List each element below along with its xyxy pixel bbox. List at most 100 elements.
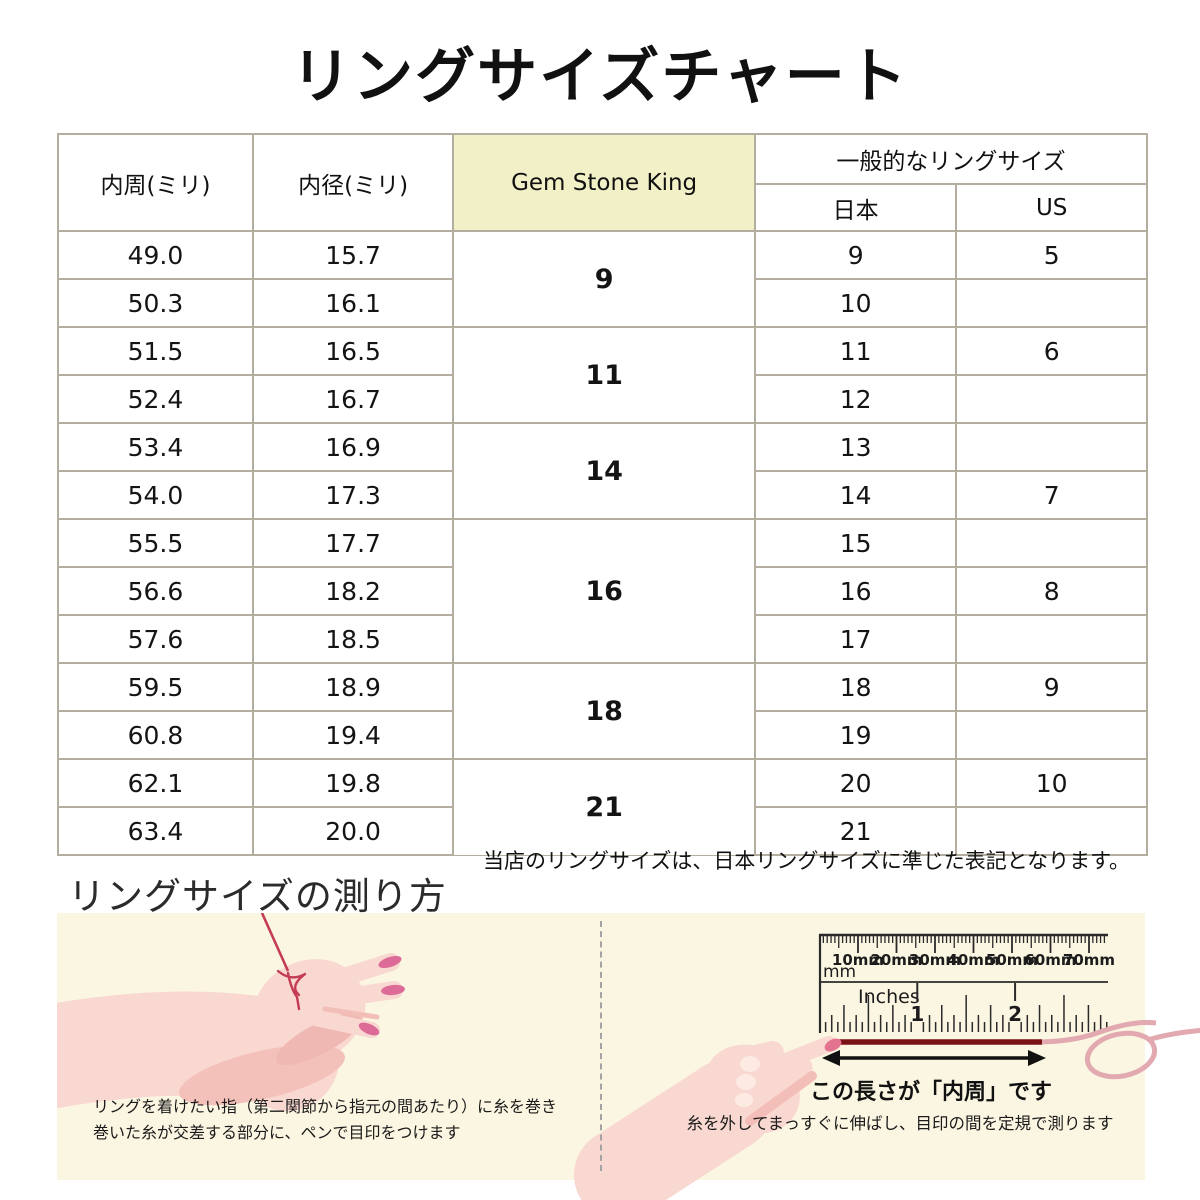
inches-label: Inches bbox=[858, 986, 920, 1008]
right-index-nail bbox=[824, 1038, 842, 1052]
mm-ticks bbox=[822, 936, 1106, 953]
table-row: 63.4 20.0 21 bbox=[57, 806, 1148, 856]
diameter-cell: 16.7 bbox=[251, 374, 455, 424]
left-caption: リングを着けたい指（第二関節から指元の間あたり）に糸を巻き 巻いた糸が交差する部… bbox=[93, 1094, 557, 1146]
thread-pink-tail bbox=[1147, 1027, 1200, 1043]
japan-size-cell: 19 bbox=[753, 710, 958, 760]
left-ring-nail bbox=[358, 1022, 380, 1036]
table-row: 55.5 17.7 16 15 bbox=[57, 518, 1148, 664]
circumference-cell: 56.6 bbox=[57, 566, 254, 616]
column-header-common-sizes: 一般的なリングサイズ bbox=[753, 133, 1149, 185]
diameter-cell: 19.8 bbox=[251, 758, 455, 808]
diameter-cell: 17.3 bbox=[251, 470, 455, 520]
us-size-cell: 7 bbox=[955, 470, 1148, 520]
string-upper bbox=[260, 913, 290, 972]
column-header-circumference: 内周(ミリ) bbox=[57, 133, 254, 232]
mm-tick-label: 20mm bbox=[870, 951, 922, 969]
note-text: 当店のリングサイズは、日本リングサイズに準じた表記となります。 bbox=[482, 849, 1130, 873]
mm-tick-label: 50mm bbox=[986, 951, 1038, 969]
size-table-body: 49.0 15.7 9 9 5 50.3 16.1 10 51.5 16.5 11 11 6 52.4 16… bbox=[57, 230, 1148, 856]
japan-size-cell: 20 bbox=[753, 758, 958, 808]
thread-loop bbox=[1084, 1030, 1158, 1080]
mm-tick-label: 60mm bbox=[1024, 951, 1076, 969]
diameter-cell: 18.9 bbox=[251, 662, 455, 712]
japan-size-cell: 10 bbox=[753, 278, 958, 328]
circumference-cell: 51.5 bbox=[57, 326, 254, 376]
right-index-finger bbox=[770, 1036, 837, 1072]
circumference-cell: 63.4 bbox=[57, 806, 254, 856]
us-size-cell: 9 bbox=[955, 662, 1148, 712]
left-caption-line2: 巻いた糸が交差する部分に、ペンで目印をつけます bbox=[93, 1123, 461, 1142]
table-row: 54.0 17.3 14 7 bbox=[57, 470, 1148, 520]
japan-size-cell: 12 bbox=[753, 374, 958, 424]
knuckle-highlight-3 bbox=[735, 1093, 753, 1107]
us-size-cell: 6 bbox=[955, 326, 1148, 376]
table-row: 59.5 18.9 18 18 9 bbox=[57, 662, 1148, 760]
table-row: 50.3 16.1 10 bbox=[57, 278, 1148, 328]
japan-size-cell: 13 bbox=[753, 422, 958, 472]
us-size-cell: 10 bbox=[955, 758, 1148, 808]
gemstoneking-size-cell: 11 bbox=[452, 326, 756, 424]
japan-size-cell: 14 bbox=[753, 470, 958, 520]
table-row: 52.4 16.7 12 bbox=[57, 374, 1148, 424]
us-size-cell bbox=[955, 422, 1148, 472]
inner-circumference-caption: この長さが「内周」です bbox=[810, 1079, 1052, 1105]
measurement-panel: 10mm 20mm 30mm 40mm 50mm 60mm 70mm mm Inches 1… bbox=[57, 913, 1200, 1200]
gemstoneking-size-cell: 9 bbox=[452, 230, 756, 328]
thread-pink-lead bbox=[1041, 1020, 1157, 1045]
section-heading: リングサイズの測り方 bbox=[68, 875, 447, 918]
mm-tick-label: 30mm bbox=[909, 951, 961, 969]
size-chart-table-wrap: 内周(ミリ) 内径(ミリ) Gem Stone King 一般的なリングサイズ … bbox=[57, 133, 1149, 856]
japan-size-cell: 15 bbox=[753, 518, 958, 568]
hand-string-illustration bbox=[57, 913, 405, 1111]
japan-size-cell: 11 bbox=[753, 326, 958, 376]
mm-tick-label: 70mm bbox=[1063, 951, 1115, 969]
mm-tick-label: 10mm bbox=[832, 951, 884, 969]
right-arm-shape bbox=[574, 1059, 774, 1200]
column-header-us: US bbox=[955, 183, 1148, 232]
us-size-cell bbox=[955, 518, 1148, 568]
diameter-cell: 17.7 bbox=[251, 518, 455, 568]
japan-size-cell: 17 bbox=[753, 614, 958, 664]
length-arrow bbox=[822, 1050, 1046, 1066]
circumference-cell: 49.0 bbox=[57, 230, 254, 280]
us-size-cell bbox=[955, 614, 1148, 664]
japan-size-cell: 16 bbox=[753, 566, 958, 616]
length-arrow-right-head bbox=[1028, 1050, 1046, 1066]
string-wrap bbox=[276, 969, 307, 1011]
column-header-japan: 日本 bbox=[753, 183, 958, 232]
right-curled-finger-2 bbox=[764, 1073, 805, 1100]
inch-number: 2 bbox=[1008, 1002, 1022, 1026]
us-size-cell: 5 bbox=[955, 230, 1148, 280]
right-curled-finger-1 bbox=[774, 1057, 813, 1085]
circumference-cell: 55.5 bbox=[57, 518, 254, 568]
circumference-cell: 60.8 bbox=[57, 710, 254, 760]
us-size-cell bbox=[955, 278, 1148, 328]
right-hand bbox=[574, 1036, 842, 1200]
gemstoneking-size-cell: 18 bbox=[452, 662, 756, 760]
japan-size-cell: 9 bbox=[753, 230, 958, 280]
right-hand-shadow bbox=[745, 1071, 817, 1126]
japan-size-cell: 21 bbox=[753, 806, 958, 856]
circumference-cell: 59.5 bbox=[57, 662, 254, 712]
diameter-cell: 19.4 bbox=[251, 710, 455, 760]
circumference-cell: 52.4 bbox=[57, 374, 254, 424]
us-size-cell bbox=[955, 710, 1148, 760]
diameter-cell: 16.1 bbox=[251, 278, 455, 328]
circumference-cell: 62.1 bbox=[57, 758, 254, 808]
diameter-cell: 16.5 bbox=[251, 326, 455, 376]
left-caption-line1: リングを着けたい指（第二関節から指元の間あたり）に糸を巻き bbox=[93, 1097, 558, 1116]
diameter-cell: 15.7 bbox=[251, 230, 455, 280]
circumference-cell: 50.3 bbox=[57, 278, 254, 328]
size-chart-table: 内周(ミリ) 内径(ミリ) Gem Stone King 一般的なリングサイズ … bbox=[57, 133, 1149, 856]
table-row: 60.8 19.4 19 bbox=[57, 710, 1148, 760]
page-title: リングサイズチャート bbox=[291, 42, 909, 112]
knuckle-highlight-2 bbox=[736, 1074, 756, 1090]
table-row: 51.5 16.5 11 11 6 bbox=[57, 326, 1148, 424]
table-row: 49.0 15.7 9 9 5 bbox=[57, 230, 1148, 328]
us-size-cell: 8 bbox=[955, 566, 1148, 616]
